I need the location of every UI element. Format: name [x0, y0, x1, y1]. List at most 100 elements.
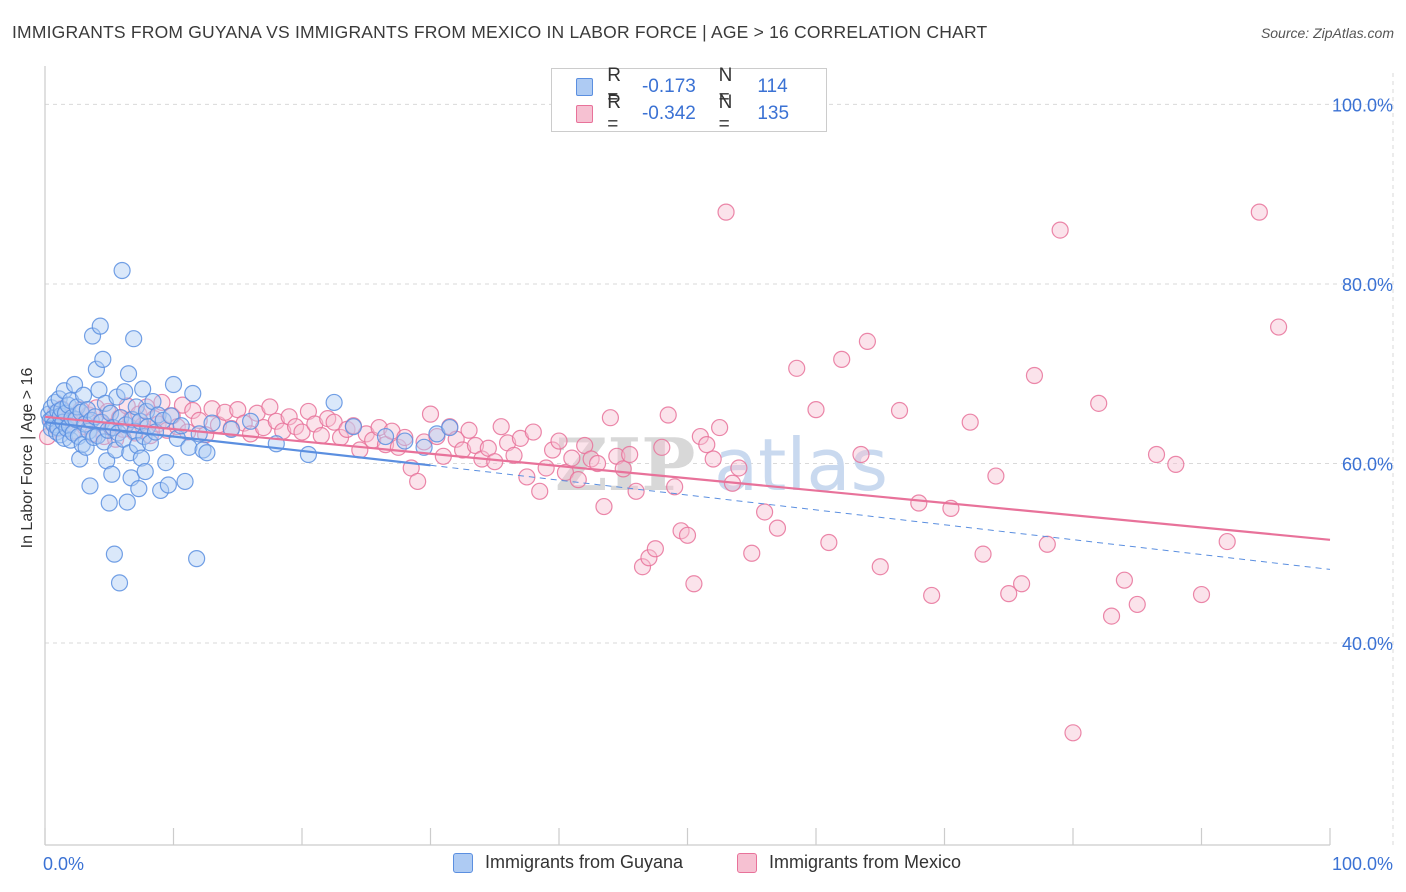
mexico-point	[755, 503, 774, 521]
guyana-swatch	[576, 78, 594, 96]
guyana-point	[180, 438, 198, 456]
guyana-point	[184, 384, 202, 403]
y-tick-label: 100.0%	[1332, 95, 1393, 115]
mexico-point	[524, 423, 542, 441]
mexico-point	[1167, 455, 1185, 473]
mexico-point	[961, 413, 979, 431]
mexico-point	[659, 406, 677, 424]
data-points	[38, 203, 1288, 742]
mexico-point	[543, 441, 562, 459]
mexico-point	[518, 468, 536, 486]
guyana-point	[136, 462, 154, 481]
mexico-point	[531, 482, 549, 500]
mexico-point	[370, 418, 388, 437]
mexico-point	[666, 478, 684, 496]
trend-lines	[44, 415, 1331, 570]
mexico-point	[267, 412, 285, 430]
n-label: N =	[718, 92, 733, 135]
mexico-point	[987, 467, 1005, 485]
mexico-point	[711, 418, 729, 437]
guyana-point	[118, 493, 136, 511]
mexico-point	[871, 558, 889, 576]
guyana-point	[190, 425, 208, 443]
mexico-point	[807, 401, 825, 419]
guyana-point	[87, 360, 106, 378]
guyana-point	[116, 383, 134, 401]
chart-title: IMMIGRANTS FROM GUYANA VS IMMIGRANTS FRO…	[12, 22, 988, 42]
watermark: ZIP atlas	[555, 422, 888, 507]
mexico-point	[974, 545, 992, 563]
mexico-point	[858, 332, 877, 351]
mexico-point	[588, 454, 607, 473]
mexico-point	[1012, 575, 1031, 593]
mexico-point	[1102, 607, 1121, 625]
guyana-point	[105, 545, 123, 563]
mexico-point	[569, 471, 587, 489]
legend-item-mexico[interactable]: Immigrants from Mexico	[737, 852, 961, 873]
guyana-point	[94, 350, 112, 368]
y-tick-label: 40.0%	[1342, 634, 1393, 654]
y-tick-label: 60.0%	[1342, 454, 1393, 474]
n-value: 114	[757, 76, 788, 97]
mexico-point	[1218, 532, 1236, 551]
mexico-point	[685, 575, 703, 593]
mexico-point	[454, 441, 472, 459]
x-tick-label-min: 0.0%	[43, 854, 84, 874]
guyana-point	[441, 418, 459, 437]
series-legend: Immigrants from Guyana Immigrants from M…	[0, 852, 1406, 878]
mexico-point	[190, 411, 208, 429]
watermark-atlas: atlas	[714, 423, 888, 507]
mexico-trend-line	[44, 415, 1331, 541]
mexico-point	[1025, 366, 1044, 385]
mexico-point	[910, 494, 928, 512]
legend-row-guyana: R = -0.173 N = 114	[576, 65, 826, 108]
mexico-point	[1115, 571, 1134, 589]
guyana-point	[125, 330, 143, 348]
r-value: -0.342	[641, 103, 696, 124]
mexico-point	[788, 359, 806, 377]
guyana-trend-line	[44, 421, 431, 467]
guyana-point	[100, 494, 118, 512]
guyana-point	[81, 477, 99, 495]
guyana-point	[132, 449, 150, 467]
guyana-point	[415, 438, 433, 456]
legend-label-guyana: Immigrants from Guyana	[485, 852, 684, 872]
x-tick-label-max: 100.0%	[1332, 854, 1393, 874]
mexico-point	[698, 436, 716, 454]
mexico-point	[1192, 585, 1211, 604]
mexico-point	[563, 449, 581, 467]
legend-item-guyana[interactable]: Immigrants from Guyana	[453, 852, 683, 873]
n-label: N =	[718, 65, 733, 108]
mexico-point	[312, 427, 330, 445]
guyana-point	[134, 380, 152, 398]
guyana-point	[198, 444, 216, 462]
mexico-point	[216, 403, 234, 421]
mexico-point	[460, 421, 478, 439]
mexico-point	[1128, 595, 1146, 614]
mexico-point	[653, 438, 671, 456]
guyana-point	[344, 418, 362, 436]
mexico-point	[415, 433, 433, 451]
guyana-point	[110, 574, 129, 592]
guyana-trend-extension	[430, 464, 1331, 570]
mexico-point	[614, 460, 632, 478]
guyana-point	[130, 480, 148, 498]
correlation-legend: R = -0.173 N = 114 R = -0.342 N = 135	[551, 65, 827, 135]
mexico-point	[743, 544, 761, 562]
mexico-point	[492, 418, 510, 436]
guyana-point	[55, 429, 73, 447]
guyana-point	[299, 445, 318, 464]
mexico-point	[1090, 394, 1108, 412]
guyana-point	[188, 550, 206, 568]
mexico-point	[833, 350, 851, 368]
guyana-point	[164, 375, 183, 394]
r-label: R =	[607, 65, 621, 108]
mexico-point	[1000, 585, 1018, 603]
mexico-point	[409, 472, 427, 491]
mexico-point	[1051, 221, 1069, 239]
guyana-legend-swatch	[453, 852, 473, 873]
tick-labels: 40.0% 60.0% 80.0% 100.0% 0.0% 100.0%	[43, 95, 1393, 874]
guyana-point	[91, 317, 109, 335]
mexico-point	[595, 497, 613, 516]
